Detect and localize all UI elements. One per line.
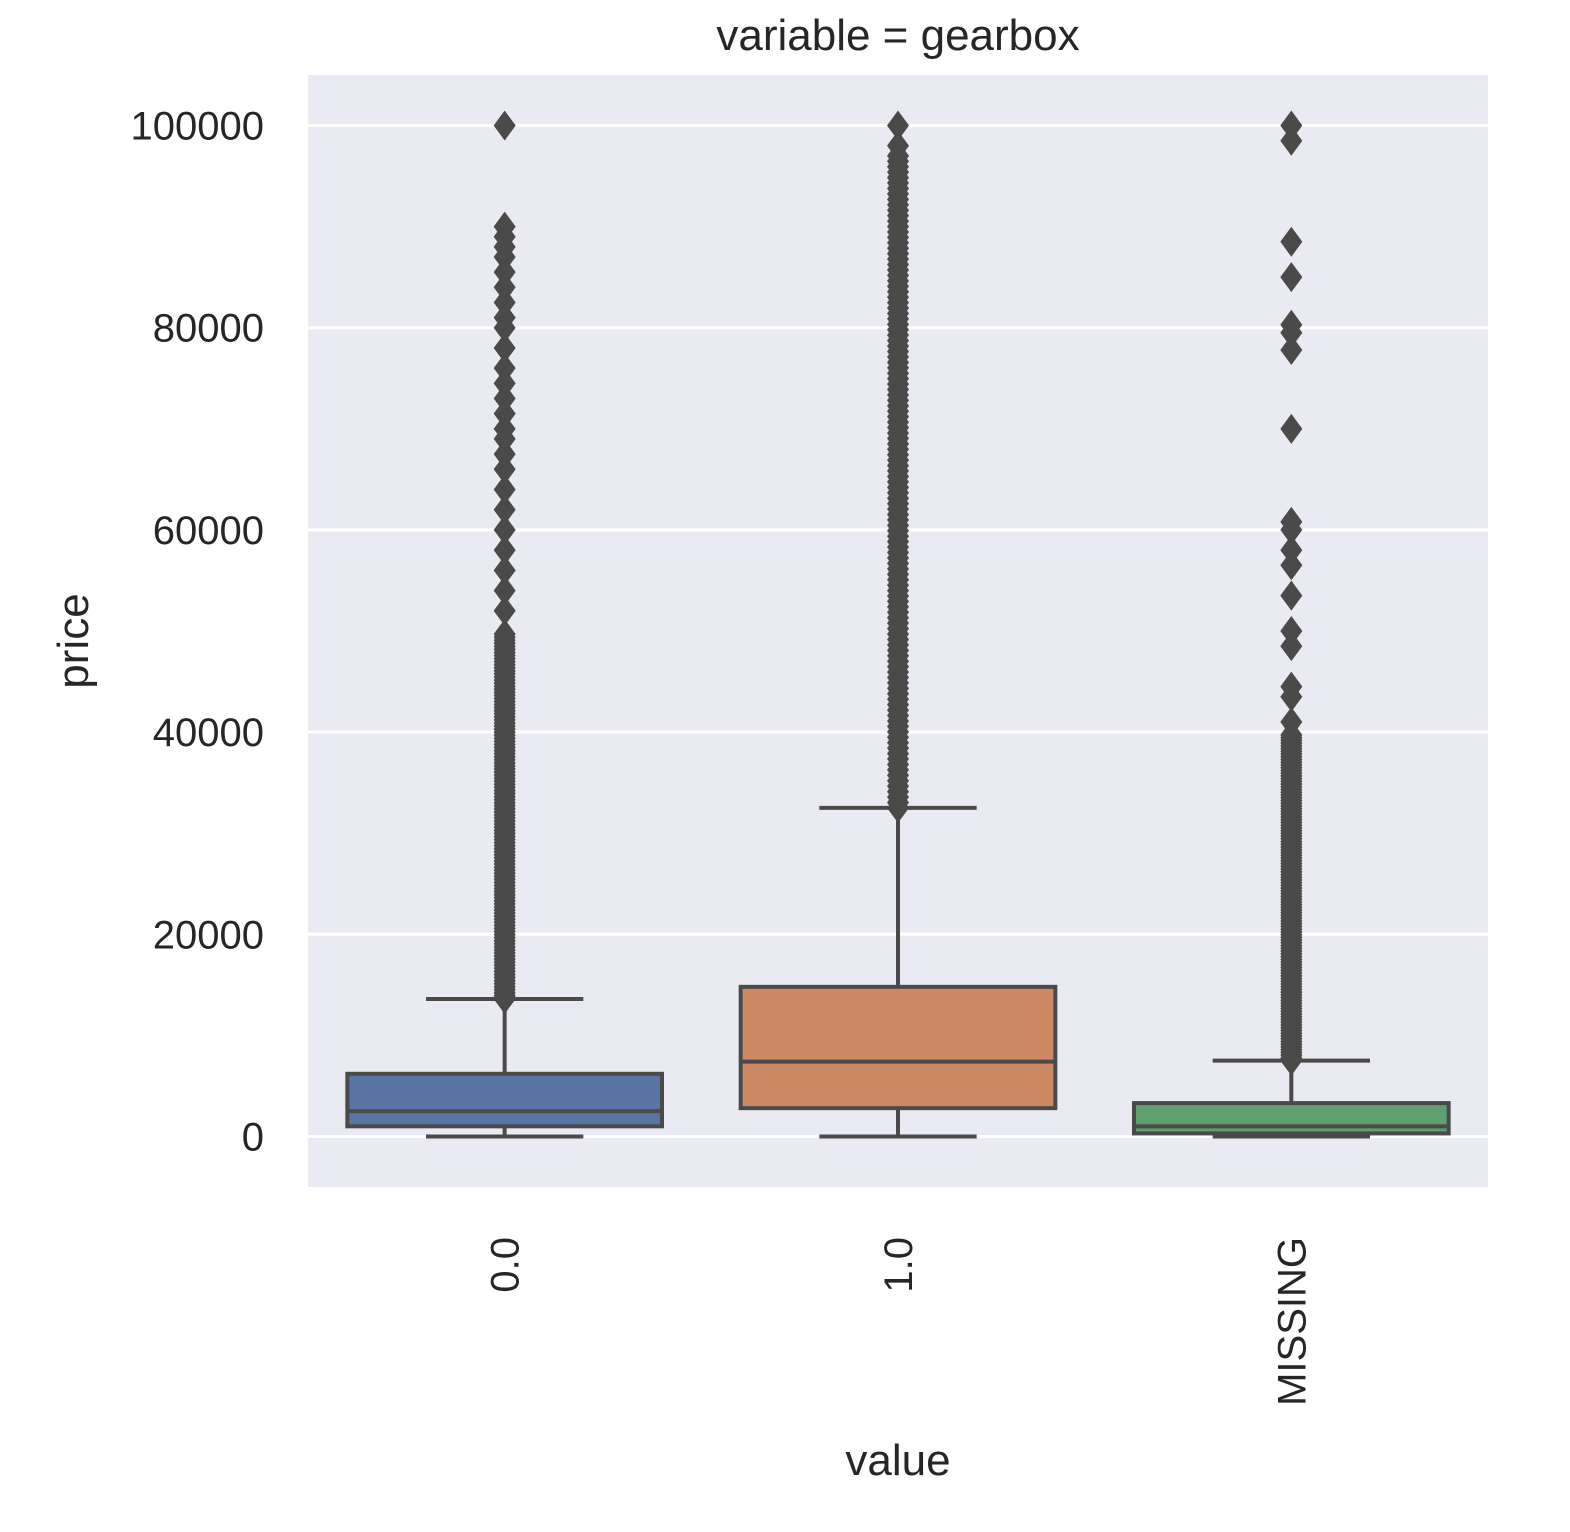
outlier-point: [493, 439, 516, 470]
outlier-point: [493, 383, 516, 414]
y-tick-labels: 0 20000 40000 60000 80000 100000: [131, 105, 264, 1160]
outlier-point: [493, 555, 516, 586]
outlier-point: [493, 595, 516, 626]
outlier-point: [1280, 262, 1303, 293]
outlier-point: [493, 211, 516, 242]
outlier-point: [493, 332, 516, 363]
outlier-point: [1280, 631, 1303, 662]
outlier-point: [887, 130, 909, 161]
y-tick-label: 60000: [153, 509, 264, 553]
outlier-point: [1280, 309, 1303, 340]
outlier-point: [493, 575, 516, 606]
y-tick-label: 80000: [153, 307, 264, 351]
x-axis-label: value: [845, 1436, 950, 1485]
outlier-point: [493, 398, 516, 429]
outlier-point: [493, 287, 516, 318]
outlier-point: [1280, 671, 1303, 702]
outlier-point: [1280, 506, 1303, 537]
boxes: [345, 110, 1451, 1139]
outlier-point: [493, 353, 516, 384]
outlier-point: [493, 302, 516, 333]
outlier-point: [493, 368, 516, 399]
y-tick-label: 100000: [131, 105, 264, 149]
box-group-0-0: [345, 110, 664, 1139]
outlier-point: [493, 413, 516, 444]
y-tick-label: 40000: [153, 711, 264, 755]
outlier-point: [493, 257, 516, 288]
outlier-point: [1280, 550, 1303, 581]
box-iqr: [738, 984, 1058, 1111]
outlier-point: [493, 514, 516, 545]
outlier-point: [493, 474, 516, 505]
outlier-point: [1280, 334, 1303, 365]
y-tick-label: 0: [242, 1115, 264, 1159]
outlier-point: [887, 110, 909, 141]
x-tick-label: 0.0: [484, 1237, 528, 1293]
outlier-point: [1280, 226, 1303, 257]
outlier-point: [493, 494, 516, 525]
outlier-point: [1280, 580, 1303, 611]
box-group-1-0: [738, 110, 1058, 1139]
y-tick-label: 20000: [153, 913, 264, 957]
outlier-point: [1280, 413, 1303, 444]
box-iqr: [1132, 1101, 1451, 1136]
box-group-missing: [1132, 110, 1451, 1139]
outlier-point: [1280, 706, 1303, 737]
outlier-point: [493, 110, 516, 141]
outlier-point: [493, 454, 516, 485]
y-axis-label: price: [49, 593, 98, 688]
outlier-point: [1280, 535, 1303, 566]
outlier-point: [1280, 616, 1303, 646]
chart-title: variable = gearbox: [716, 11, 1079, 60]
outlier-point: [493, 619, 516, 650]
x-tick-label: 1.0: [877, 1237, 921, 1293]
x-tick-labels: 0.0 1.0 MISSING: [484, 1237, 1315, 1406]
outlier-point: [493, 272, 516, 303]
x-tick-label: MISSING: [1270, 1237, 1314, 1406]
outlier-point: [493, 535, 516, 566]
outlier-point: [1280, 110, 1303, 141]
box-iqr: [345, 1071, 664, 1129]
outlier-point: [1280, 125, 1303, 156]
